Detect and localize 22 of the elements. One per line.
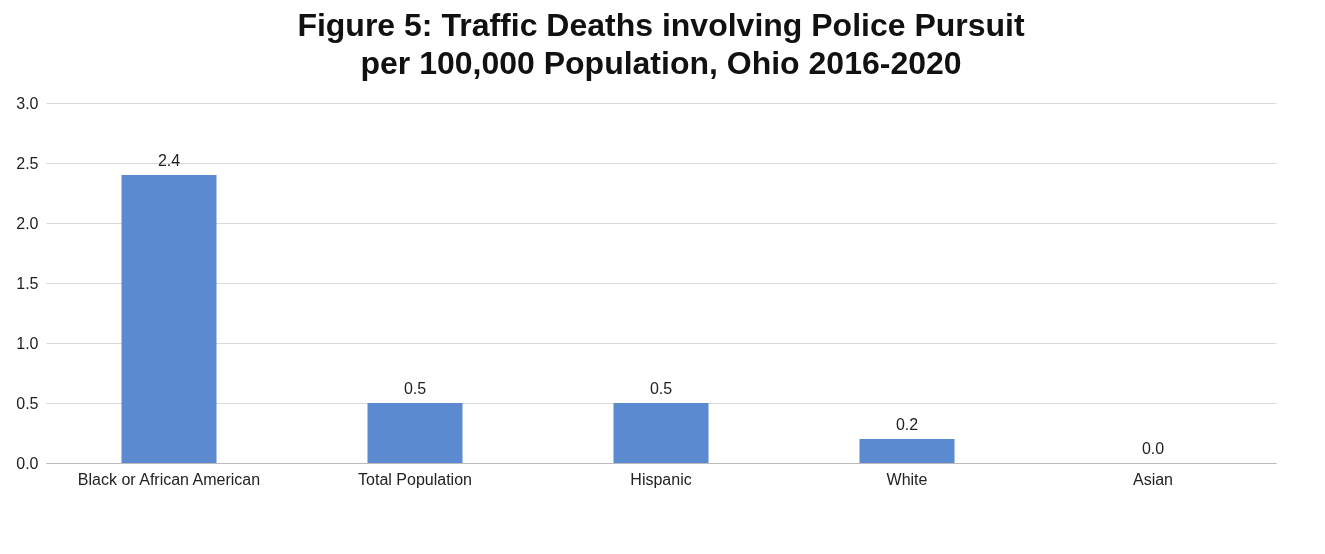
y-tick-label: 1.0	[16, 334, 39, 352]
x-tick-label: Black or African American	[77, 470, 261, 488]
y-tick-label: 2.5	[16, 154, 39, 172]
data-label: 0.5	[403, 380, 427, 397]
y-tick-label: 0.5	[16, 394, 39, 412]
data-label: 0.5	[649, 380, 673, 397]
bar	[121, 175, 217, 463]
y-tick-label: 0.0	[16, 454, 39, 472]
x-tick-label: White	[886, 470, 928, 488]
y-tick-label: 1.5	[16, 274, 39, 292]
y-tick-label: 2.0	[16, 214, 39, 232]
x-tick-label: Asian	[1132, 470, 1174, 488]
chart-title: Figure 5: Traffic Deaths involving Police Pursuit per 100,000 Population, Ohio 2016-2020	[297, 7, 1025, 81]
data-label: 0.0	[1141, 440, 1165, 457]
bar	[613, 403, 709, 463]
x-tick-label: Total Population	[358, 470, 472, 488]
data-label: 2.4	[157, 152, 181, 169]
bar	[367, 403, 463, 463]
data-label: 0.2	[895, 416, 919, 433]
bar	[859, 439, 955, 463]
y-tick-label: 3.0	[16, 94, 39, 112]
x-tick-label: Hispanic	[630, 470, 692, 488]
